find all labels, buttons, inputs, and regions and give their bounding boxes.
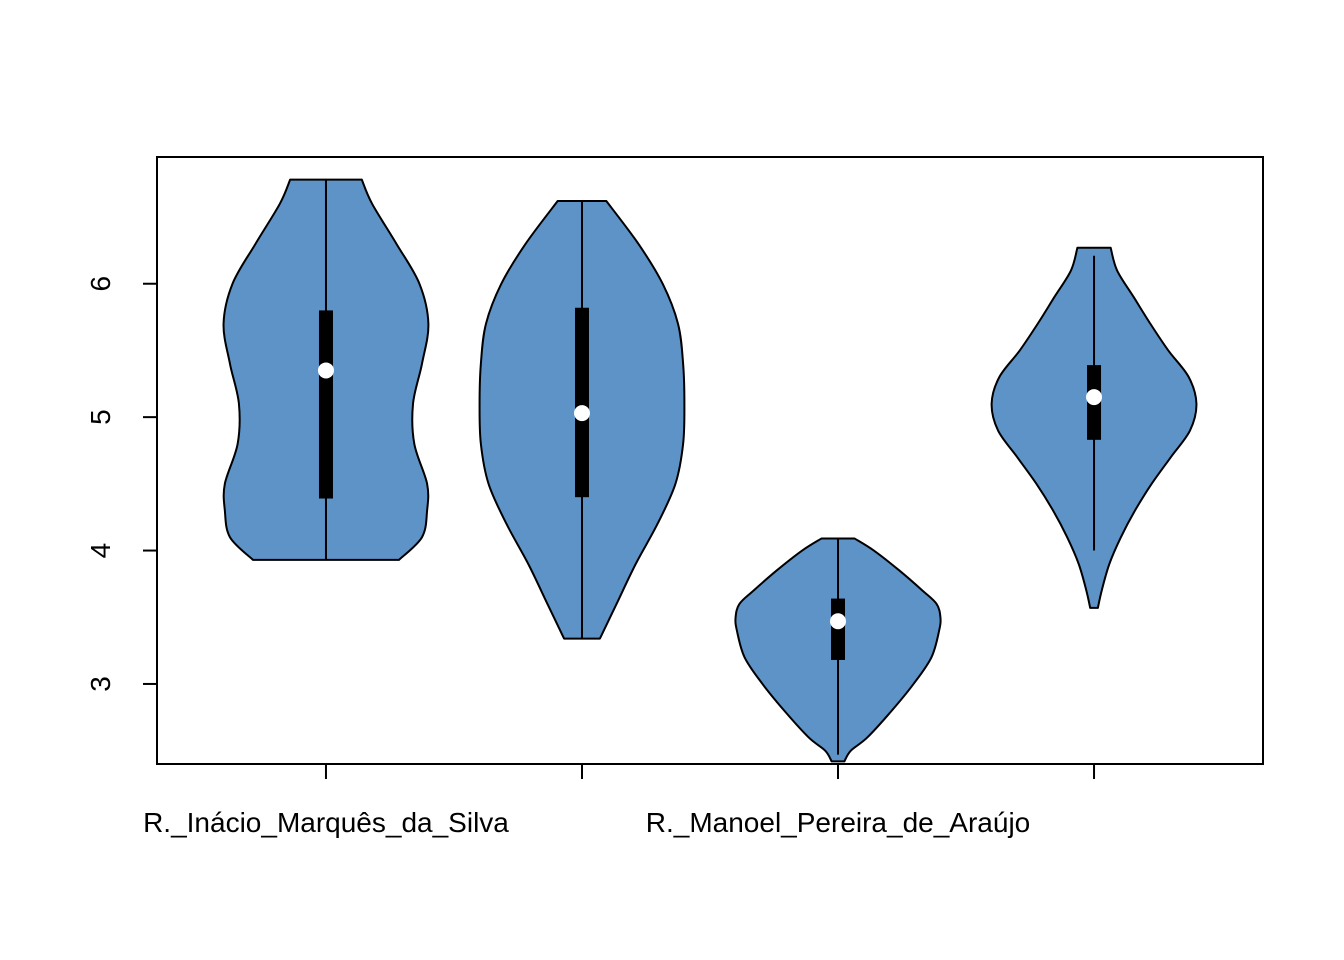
violin-median-2 [573, 405, 590, 422]
violins-group [222, 178, 1198, 763]
y-axis: 3 4 5 6 [85, 276, 157, 692]
violin-median-4 [1086, 389, 1103, 406]
violin-box-1 [318, 310, 333, 499]
y-tick-label-6: 6 [85, 276, 116, 292]
x-tick-label-3: R._Manoel_Pereira_de_Araújo [646, 807, 1030, 838]
violin-box-3 [831, 598, 846, 660]
violin-3 [734, 537, 942, 763]
y-tick-label-4: 4 [85, 543, 116, 559]
violin-median-1 [317, 362, 334, 379]
plot-frame [156, 156, 1264, 765]
violin-2 [478, 200, 686, 640]
y-tick-label-3: 3 [85, 676, 116, 692]
violin-4 [990, 246, 1198, 609]
x-tick-label-1: R._Inácio_Marquês_da_Silva [143, 807, 509, 838]
violin-median-3 [830, 613, 847, 630]
violin-1 [222, 178, 430, 561]
violin-box-2 [574, 307, 589, 498]
y-tick-label-5: 5 [85, 409, 116, 425]
x-axis: R._Inácio_Marquês_da_Silva R._Manoel_Pere… [143, 764, 1096, 838]
